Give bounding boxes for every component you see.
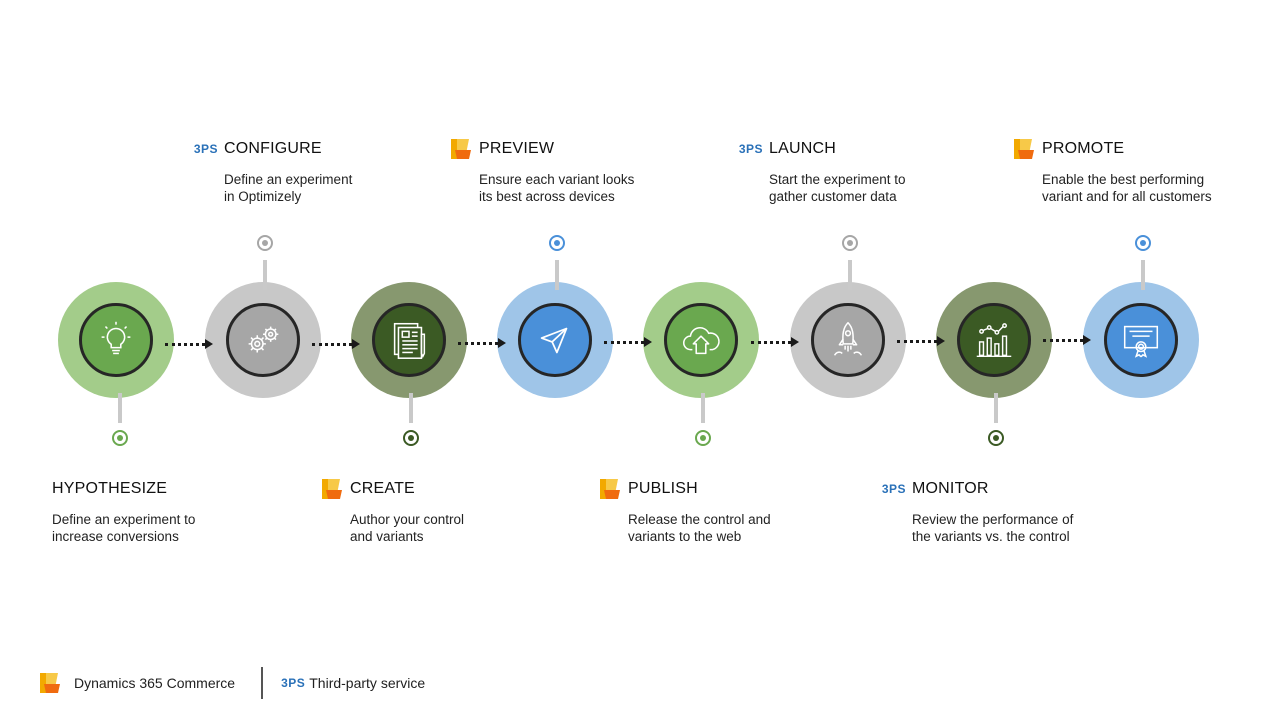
label-preview: PREVIEW Ensure each variant looks its be…	[451, 137, 699, 205]
label-launch: 3PS LAUNCH Start the experiment to gathe…	[739, 137, 979, 205]
third-party-badge: 3PS	[738, 142, 763, 156]
step-description: Define an experiment in Optimizely	[224, 172, 353, 204]
bar-chart-icon	[957, 303, 1031, 377]
legend-tps-label: Third-party service	[309, 675, 426, 691]
connector-publish	[701, 393, 705, 423]
dot-hypothesize	[112, 430, 128, 446]
dynamics-365-logo-icon	[594, 477, 622, 501]
label-hypothesize: HYPOTHESIZE Define an experiment to incr…	[52, 477, 262, 545]
step-title: MONITOR	[912, 480, 989, 497]
label-configure: 3PS CONFIGURE Define an experiment in Op…	[194, 137, 434, 205]
arrow-2	[312, 339, 360, 354]
dynamics-365-logo-icon	[445, 137, 473, 161]
legend: Dynamics 365 Commerce 3PS Third-party se…	[38, 667, 426, 699]
step-circle-create	[351, 282, 467, 398]
step-circle-launch	[790, 282, 906, 398]
step-circle-hypothesize	[58, 282, 174, 398]
connector-hypothesize	[118, 393, 122, 423]
label-promote: PROMOTE Enable the best performing varia…	[1014, 137, 1267, 205]
paper-plane-icon	[518, 303, 592, 377]
step-circle-configure	[205, 282, 321, 398]
legend-third-party-badge: 3PS	[281, 676, 306, 690]
third-party-badge: 3PS	[881, 482, 906, 496]
legend-divider	[261, 667, 264, 699]
step-description: Review the performance of the variants v…	[912, 512, 1074, 544]
step-title: PUBLISH	[628, 480, 698, 497]
step-description: Define an experiment to increase convers…	[52, 512, 196, 544]
step-title: CONFIGURE	[224, 140, 322, 157]
cloud-upload-icon	[664, 303, 738, 377]
arrow-1	[165, 339, 213, 354]
arrow-3	[458, 338, 506, 353]
connector-promote	[1141, 260, 1145, 290]
step-circle-publish	[643, 282, 759, 398]
step-circle-preview	[497, 282, 613, 398]
certificate-icon	[1104, 303, 1178, 377]
gears-icon	[226, 303, 300, 377]
step-title: PROMOTE	[1042, 140, 1125, 157]
arrow-5	[751, 337, 799, 352]
label-create: CREATE Author your control and variants	[322, 477, 560, 545]
document-pencil-icon	[372, 303, 446, 377]
dynamics-365-logo-icon	[316, 477, 344, 501]
connector-launch	[848, 260, 852, 290]
dot-create	[403, 430, 419, 446]
label-monitor: 3PS MONITOR Review the performance of th…	[882, 477, 1132, 545]
dot-monitor	[988, 430, 1004, 446]
step-description: Enable the best performing variant and f…	[1042, 172, 1212, 204]
connector-create	[409, 393, 413, 423]
third-party-badge: 3PS	[193, 142, 218, 156]
connector-monitor	[994, 393, 998, 423]
step-circle-promote	[1083, 282, 1199, 398]
dot-launch	[842, 235, 858, 251]
arrow-4	[604, 337, 652, 352]
dynamics-365-logo-icon	[38, 672, 62, 694]
dynamics-365-logo-icon	[1008, 137, 1036, 161]
step-description: Ensure each variant looks its best acros…	[479, 172, 635, 204]
step-title: PREVIEW	[479, 140, 555, 157]
step-circle-monitor	[936, 282, 1052, 398]
connector-preview	[555, 260, 559, 290]
arrow-7	[1043, 335, 1091, 350]
rocket-icon	[811, 303, 885, 377]
arrow-6	[897, 336, 945, 351]
dot-preview	[549, 235, 565, 251]
connector-configure	[263, 260, 267, 290]
dot-configure	[257, 235, 273, 251]
lightbulb-icon	[79, 303, 153, 377]
step-title: LAUNCH	[769, 140, 836, 157]
step-description: Release the control and variants to the …	[628, 512, 771, 544]
legend-d365-label: Dynamics 365 Commerce	[74, 675, 236, 691]
step-description: Author your control and variants	[350, 512, 465, 544]
dot-promote	[1135, 235, 1151, 251]
dot-publish	[695, 430, 711, 446]
step-title: HYPOTHESIZE	[52, 480, 168, 497]
step-title: CREATE	[350, 480, 415, 497]
step-description: Start the experiment to gather customer …	[769, 172, 906, 204]
label-publish: PUBLISH Release the control and variants…	[600, 477, 838, 545]
